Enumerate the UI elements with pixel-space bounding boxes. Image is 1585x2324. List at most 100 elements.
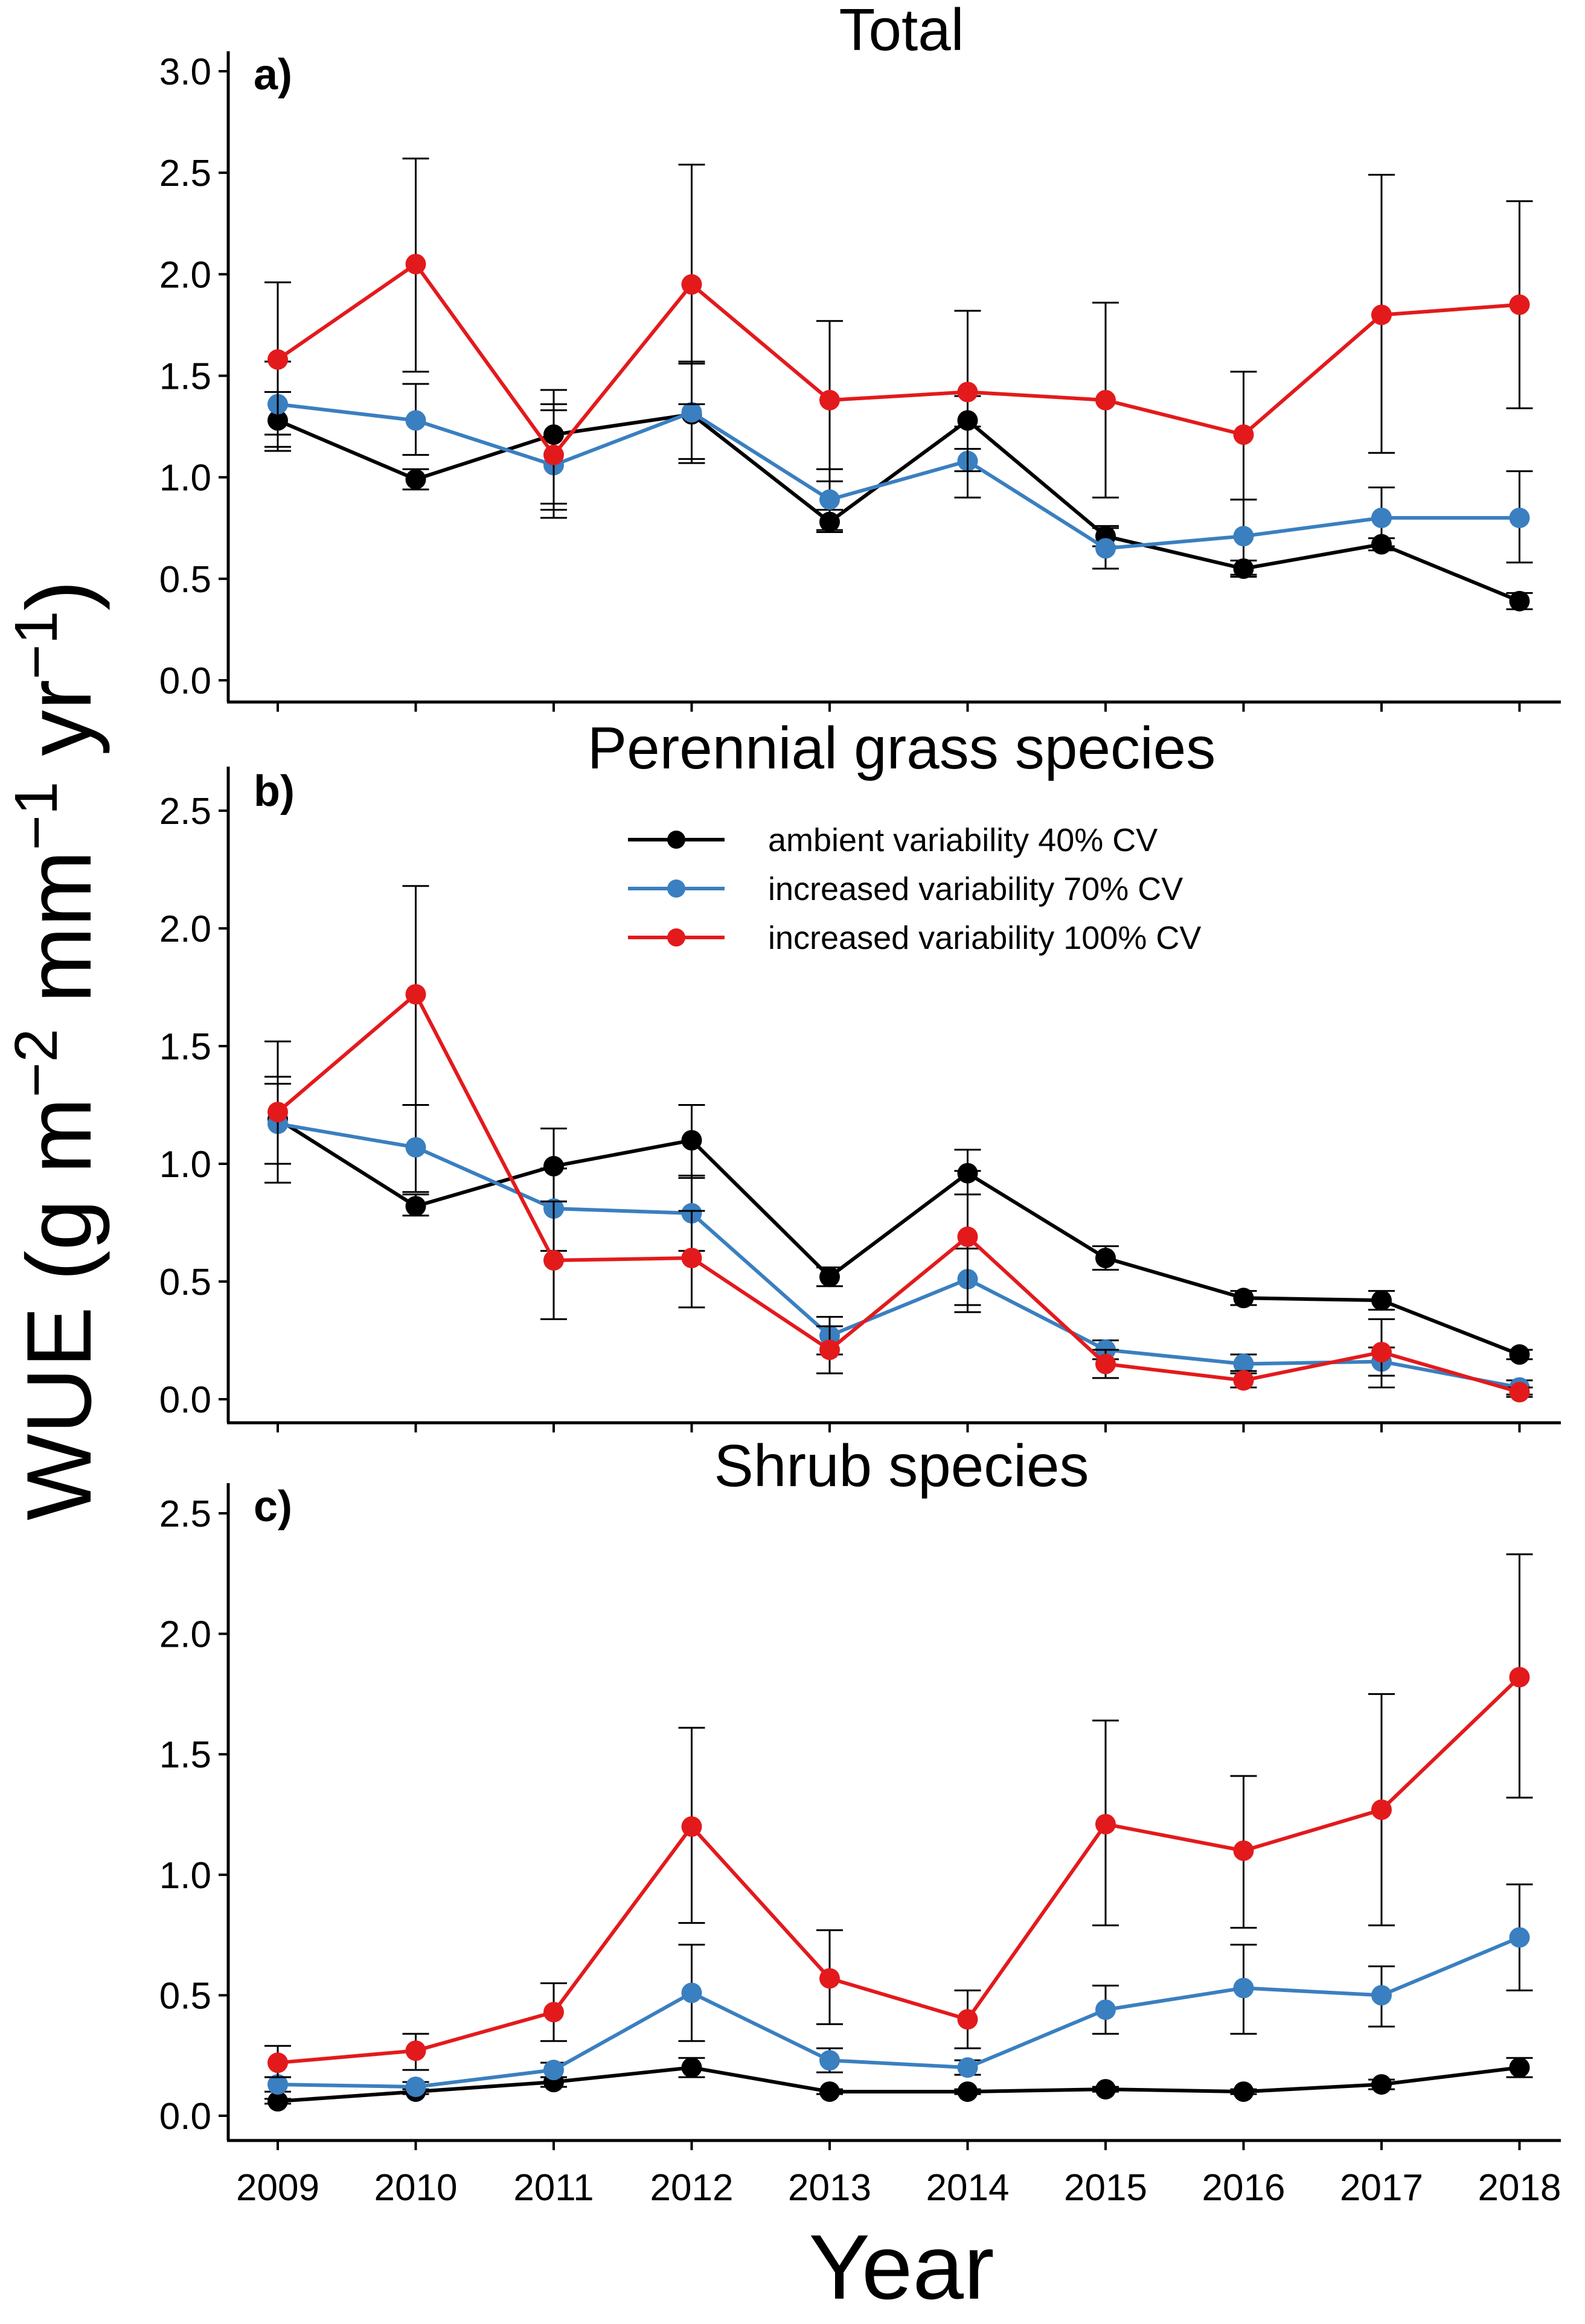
legend: ambient variability 40% CV increased vari… [628, 822, 1201, 956]
data-point [543, 2060, 564, 2081]
data-point [819, 2050, 840, 2071]
x-tick-label: 2016 [1202, 2167, 1286, 2209]
y-tick-label: 1.0 [159, 1144, 211, 1186]
series-ambient-variability-40-cv [264, 2057, 1533, 2112]
legend-label: ambient variability 40% CV [768, 822, 1158, 858]
data-point [405, 2077, 426, 2098]
data-point [405, 469, 426, 490]
data-point [957, 2057, 978, 2078]
data-point [957, 2081, 978, 2102]
data-point [1371, 1985, 1392, 2006]
y-tick-label: 0.0 [159, 660, 211, 702]
series-increased-variability-100-cv [264, 885, 1533, 1403]
legend-marker [667, 879, 685, 898]
data-point [681, 1982, 702, 2003]
data-point [1509, 1344, 1530, 1365]
legend-entry: increased variability 70% CV [628, 871, 1183, 907]
y-tick-label: 0.0 [159, 2096, 211, 2137]
data-point [819, 489, 840, 510]
x-tick-label: 2014 [926, 2167, 1010, 2209]
data-point [1095, 389, 1116, 410]
data-point [819, 1266, 840, 1288]
panel-title: Shrub species [714, 1432, 1089, 1499]
data-point [957, 381, 978, 403]
series-increased-variability-100-cv [264, 158, 1533, 505]
data-point [957, 2009, 978, 2030]
data-point [1095, 2079, 1116, 2100]
data-point [1233, 424, 1254, 445]
y-tick-label: 2.5 [159, 153, 211, 194]
data-point [405, 410, 426, 431]
y-tick-label: 1.0 [159, 1855, 211, 1897]
y-axis-title-mid2: yr [8, 680, 110, 782]
x-tick-label: 2011 [513, 2167, 594, 2209]
data-point [267, 2074, 288, 2095]
data-point [1509, 1667, 1530, 1688]
y-tick-label: 2.5 [159, 1493, 211, 1535]
y-tick-label: 2.5 [159, 791, 211, 832]
panel-label: c) [254, 1483, 292, 1531]
y-tick-label: 2.0 [159, 1614, 211, 1656]
data-point [267, 2091, 288, 2112]
data-point [1509, 507, 1530, 528]
data-point [1233, 1353, 1254, 1374]
data-point [405, 984, 426, 1005]
series-line [277, 262, 1520, 457]
data-point [1371, 1290, 1392, 1311]
series-line [277, 2066, 1520, 2104]
x-tick-label: 2017 [1340, 2167, 1423, 2209]
y-tick-label: 0.5 [159, 1975, 211, 2017]
data-point [1095, 1248, 1116, 1268]
panel-title: Total [839, 0, 964, 63]
data-point [1509, 1927, 1530, 1948]
data-point [1371, 507, 1392, 528]
legend-entry: increased variability 100% CV [628, 920, 1201, 956]
y-axis-title-exp3: −1 [2, 611, 70, 680]
panel-shrub: 0.0 0.5 1.0 1.5 2.0 2.5 Shrub species c) 2009 201… [159, 1432, 1561, 2209]
data-point [819, 2081, 840, 2102]
data-point [819, 1339, 840, 1361]
legend-marker [667, 831, 685, 849]
data-point [543, 1250, 564, 1271]
data-point [681, 1248, 702, 1268]
series-line [277, 1117, 1520, 1356]
y-axis-title-exp1: −2 [2, 1029, 70, 1097]
y-tick-label: 0.5 [159, 1262, 211, 1303]
data-point [1095, 1999, 1116, 2020]
data-point [1509, 590, 1530, 611]
series-line [277, 1122, 1520, 1390]
data-point [1509, 294, 1530, 315]
data-point [1233, 526, 1254, 547]
y-tick-label: 1.5 [159, 356, 211, 398]
y-tick-label: 1.5 [159, 1026, 211, 1068]
data-point [681, 1816, 702, 1837]
y-tick-label: 2.0 [159, 908, 211, 950]
data-point [543, 2002, 564, 2023]
data-point [405, 254, 426, 275]
x-tick-label: 2015 [1064, 2167, 1147, 2209]
data-point [267, 1102, 288, 1123]
x-tick-label: 2009 [236, 2167, 319, 2209]
y-tick-label: 1.5 [159, 1734, 211, 1776]
data-point [681, 402, 702, 423]
data-point [681, 2057, 702, 2078]
legend-label: increased variability 70% CV [768, 871, 1183, 907]
data-point [1371, 1342, 1392, 1362]
data-point [1509, 1382, 1530, 1403]
series-increased-variability-100-cv [264, 1553, 1533, 2078]
data-point [267, 2052, 288, 2073]
series-line [277, 1676, 1521, 2065]
series-line [277, 412, 1520, 603]
x-tick-label: 2012 [650, 2167, 734, 2209]
data-point [681, 274, 702, 295]
data-point [543, 444, 564, 465]
y-tick-label: 1.0 [159, 458, 211, 499]
legend-entry: ambient variability 40% CV [628, 822, 1158, 858]
series-ambient-variability-40-cv [264, 1076, 1533, 1365]
data-point [1233, 2081, 1254, 2102]
data-point [543, 1155, 564, 1176]
series-line [277, 402, 1520, 551]
y-axis-title-mid1: mm [8, 851, 110, 1029]
y-tick-label: 2.0 [159, 254, 211, 296]
